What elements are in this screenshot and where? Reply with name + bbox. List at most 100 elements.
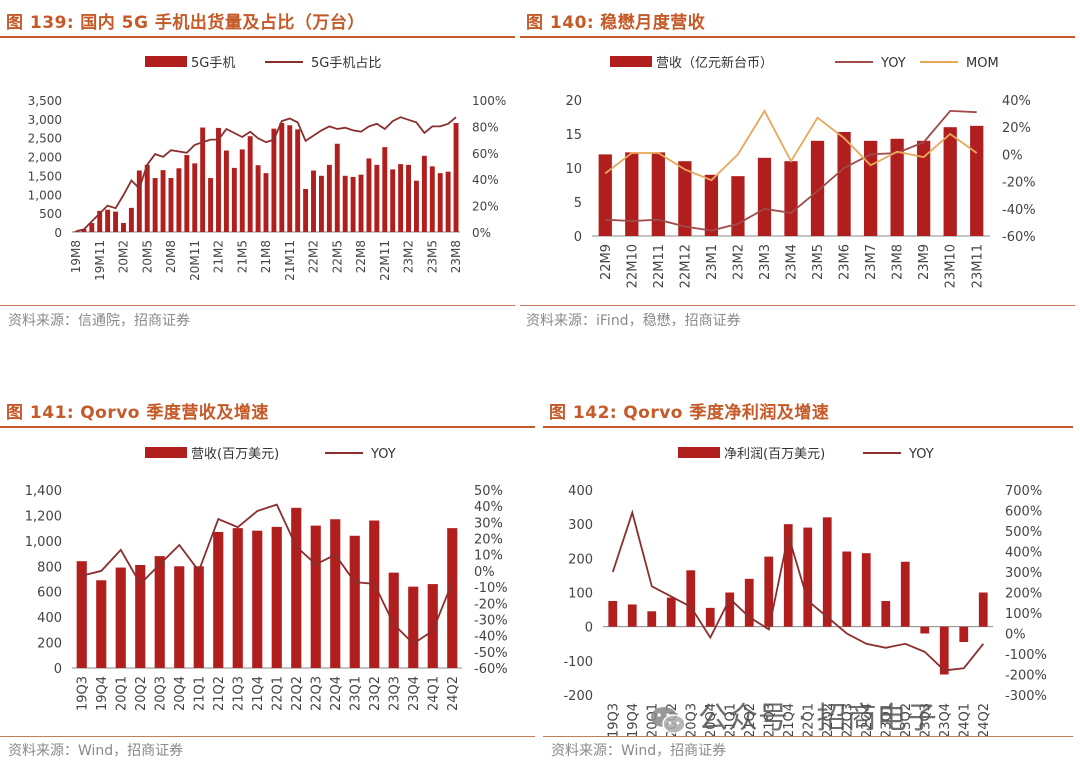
x-tick-label: 23M11 [970, 244, 985, 288]
bar [757, 157, 772, 236]
bar [413, 180, 419, 232]
bar [176, 168, 182, 232]
y-tick-label-right: -300% [1005, 689, 1047, 704]
x-tick-label: 20M8 [164, 240, 178, 273]
bar [97, 210, 103, 232]
x-tick-label: 23M2 [731, 244, 746, 280]
y-tick-label-right: 0% [472, 226, 491, 240]
bar [334, 143, 340, 232]
bar [342, 175, 348, 232]
bar [239, 149, 245, 232]
x-tick-label: 19M8 [69, 240, 83, 273]
bar [349, 535, 360, 668]
bar [223, 150, 229, 232]
source-rule [0, 305, 515, 306]
series-line [605, 109, 977, 232]
chart-title-140: 图 140: 稳懋月度营收 [526, 8, 711, 33]
y-tick-label-right: -20% [474, 597, 508, 612]
legend-label: 营收（亿元新台币） [656, 55, 773, 71]
bar [247, 136, 253, 232]
y-tick-label-right: 10% [474, 549, 503, 564]
bar [453, 123, 459, 232]
bar [803, 527, 813, 627]
chart-panel-141: 图 141: Qorvo 季度营收及增速 0 200 400 600 800 1,000 1,… [0, 390, 540, 767]
source-rule [543, 736, 1073, 737]
y-tick-label-left: 500 [39, 207, 62, 221]
x-tick-label: 22M5 [330, 240, 344, 273]
chart-svg-142: -200 -100 0 100 200 300 400 -300% -200% -100% 0% 10… [563, 447, 1047, 738]
x-tick-label: 20Q3 [684, 703, 699, 738]
x-tick-label: 22Q3 [309, 676, 324, 711]
bar [350, 176, 356, 232]
x-tick-label: 19Q3 [75, 676, 90, 711]
bar [271, 128, 277, 232]
y-tick-label-right: 20% [474, 533, 503, 548]
chart-panel-142: 图 142: Qorvo 季度净利润及增速 -200 -100 0 100 200 300 4… [543, 390, 1080, 767]
y-tick-label-right: 40% [1002, 94, 1031, 109]
x-tick-label: 21M2 [212, 240, 226, 273]
x-tick-label: 22Q4 [860, 703, 875, 738]
legend-label: YOY [908, 447, 934, 462]
x-tick-label: 22M2 [307, 240, 321, 273]
y-tick-label-left: 200 [568, 552, 593, 567]
bar [647, 611, 657, 627]
bar [764, 556, 774, 627]
title-rule [0, 36, 515, 38]
bar [89, 222, 95, 232]
x-tick-label: 19M11 [93, 240, 107, 281]
y-tick-label-left: 0 [574, 230, 582, 245]
x-tick-label: 23M3 [758, 244, 773, 280]
y-tick-label-right: 0% [1005, 628, 1026, 643]
x-tick-label: 23M8 [891, 244, 906, 280]
x-tick-label: 20M2 [117, 240, 131, 273]
legend-label: MOM [966, 56, 999, 71]
bar [784, 161, 798, 236]
bar [959, 626, 969, 643]
chart-title-text: Qorvo 季度营收及增速 [80, 403, 269, 423]
bar [113, 211, 119, 232]
bar [388, 572, 399, 668]
bar [73, 231, 79, 232]
source-rule [0, 736, 535, 737]
y-tick-label-left: -100 [563, 655, 593, 670]
bar [651, 152, 665, 236]
x-tick-label: 22M10 [625, 244, 640, 288]
bar [627, 604, 637, 627]
y-tick-label-left: 1,500 [28, 169, 62, 183]
y-tick-label-left: 1,000 [25, 535, 62, 550]
y-tick-label-right: -200% [1005, 669, 1047, 684]
x-tick-label: 20Q3 [153, 676, 168, 711]
x-tick-label: 22Q2 [290, 676, 305, 711]
y-tick-label-left: 5 [574, 196, 582, 211]
y-tick-label-right: -60% [474, 662, 508, 677]
x-tick-label: 22Q3 [840, 703, 855, 738]
bar [76, 561, 87, 668]
y-tick-label-left: -200 [563, 689, 593, 704]
y-tick-label-right: 30% [474, 516, 503, 531]
y-tick-label-right: 400% [1005, 546, 1042, 561]
bar [168, 178, 174, 232]
x-tick-label: 19Q3 [606, 703, 621, 738]
bar [390, 169, 396, 232]
chart-title-text: 国内 5G 手机出货量及占比（万台） [80, 13, 365, 33]
y-tick-label-right: -10% [474, 581, 508, 596]
x-tick-label: 21Q3 [762, 703, 777, 738]
x-tick-label: 23M8 [449, 240, 463, 273]
bar [136, 170, 142, 232]
y-tick-label-right: 300% [1005, 566, 1042, 581]
x-tick-label: 24Q1 [957, 703, 972, 738]
bar [837, 131, 851, 236]
y-tick-label-left: 0 [54, 226, 62, 240]
bar [725, 592, 735, 627]
y-tick-label-right: 700% [1005, 484, 1042, 499]
x-tick-label: 24Q2 [977, 703, 992, 738]
x-tick-label: 24Q1 [426, 676, 441, 711]
title-rule [520, 36, 1075, 38]
bar [154, 556, 165, 668]
y-tick-label-right: -40% [474, 630, 508, 645]
y-tick-label-left: 800 [37, 560, 62, 575]
y-tick-label-left: 2,000 [28, 151, 62, 165]
x-tick-label: 23M5 [811, 244, 826, 280]
bar [271, 526, 282, 668]
x-tick-label: 20M5 [140, 240, 154, 273]
